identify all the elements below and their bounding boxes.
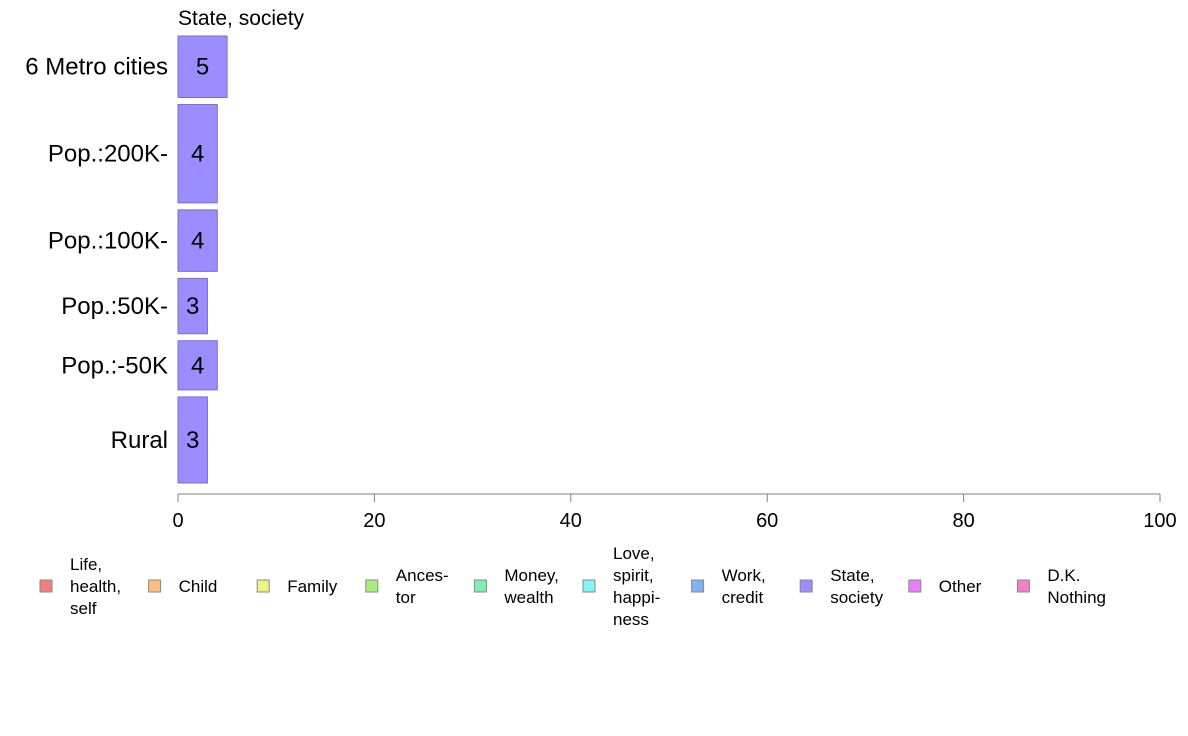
- legend-swatch: [39, 579, 53, 593]
- category-label: 6 Metro cities: [25, 54, 168, 81]
- category-label: Pop.:50K-: [61, 293, 168, 320]
- legend-label: Ances-tor: [396, 566, 449, 607]
- x-tick-label: 0: [172, 510, 183, 532]
- legend-swatch: [1016, 579, 1030, 593]
- legend-label: Love, spirit, happi-ness: [613, 544, 660, 629]
- legend-swatch: [148, 579, 162, 593]
- x-tick-label: 100: [1143, 510, 1176, 532]
- category-label: Pop.:-50K: [61, 352, 168, 379]
- legend-label: State, society: [830, 566, 883, 607]
- legend-label: Other: [939, 577, 982, 596]
- bar-value-label: 4: [191, 228, 204, 255]
- legend-label: D.K. Nothing: [1047, 566, 1106, 607]
- legend-swatch: [582, 579, 596, 593]
- legend-label: Family: [287, 577, 338, 596]
- legend-label: Child: [179, 577, 218, 596]
- legend-label: Work, credit: [722, 566, 766, 607]
- legend-swatch: [799, 579, 813, 593]
- bar-value-label: 3: [186, 427, 199, 454]
- bar: [177, 35, 228, 98]
- bar: [177, 209, 218, 272]
- category-label: Pop.:100K-: [48, 228, 168, 255]
- bar: [177, 103, 218, 204]
- x-tick-label: 20: [363, 510, 385, 532]
- legend-swatch: [473, 579, 487, 593]
- legend-swatch: [365, 579, 379, 593]
- chart-title: State, society: [178, 7, 305, 30]
- x-tick-label: 40: [560, 510, 582, 532]
- category-label: Rural: [111, 427, 168, 454]
- x-tick-label: 80: [952, 510, 974, 532]
- x-axis: 0 20 40 60 80 100: [172, 493, 1177, 532]
- category-label: Pop.:200K-: [48, 141, 168, 168]
- bar: [177, 340, 218, 391]
- legend-label: Life, health, self: [70, 555, 121, 618]
- bar-value-label: 5: [196, 54, 209, 81]
- bars-group: 5 6 Metro cities 4 Pop.:200K- 4 Pop.:100K- 3 Po…: [25, 35, 228, 484]
- bar-value-label: 4: [191, 141, 204, 168]
- bar: [177, 277, 208, 335]
- legend-swatch: [908, 579, 922, 593]
- bar: [177, 396, 208, 484]
- x-tick-label: 60: [756, 510, 778, 532]
- legend-label: Money, wealth: [503, 566, 559, 607]
- legend-swatch: [256, 579, 270, 593]
- legend: Life, health, self Child Family Ances-tor Mone…: [39, 544, 1106, 629]
- bar-value-label: 4: [191, 352, 204, 379]
- legend-swatch: [691, 579, 705, 593]
- bar-value-label: 3: [186, 293, 199, 320]
